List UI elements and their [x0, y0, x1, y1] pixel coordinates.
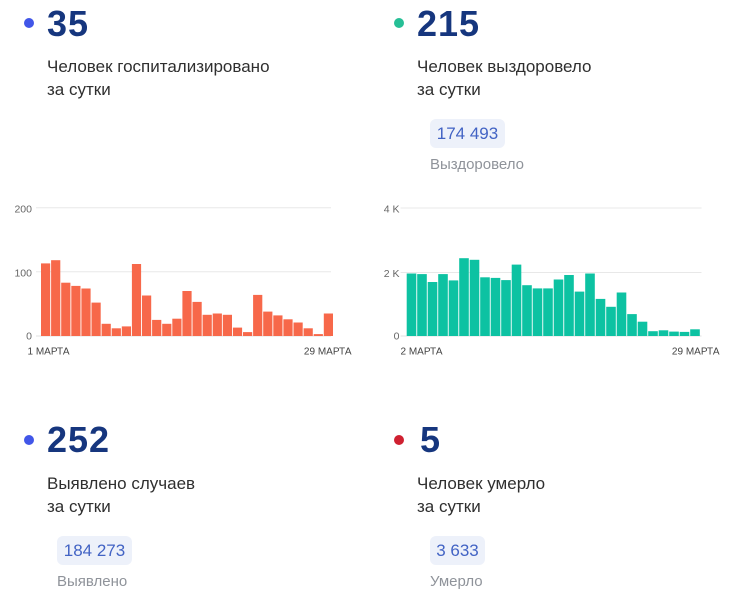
svg-text:0: 0	[26, 331, 32, 343]
svg-text:2 МАРТА: 2 МАРТА	[401, 347, 443, 358]
svg-text:1 МАРТА: 1 МАРТА	[28, 347, 70, 358]
svg-text:200: 200	[14, 204, 32, 216]
svg-text:29 МАРТА: 29 МАРТА	[304, 347, 352, 358]
svg-text:100: 100	[14, 267, 32, 279]
svg-text:0: 0	[394, 331, 400, 343]
svg-text:4 K: 4 K	[384, 204, 400, 216]
svg-text:29 МАРТА: 29 МАРТА	[672, 347, 720, 358]
svg-text:2 K: 2 K	[384, 268, 400, 280]
